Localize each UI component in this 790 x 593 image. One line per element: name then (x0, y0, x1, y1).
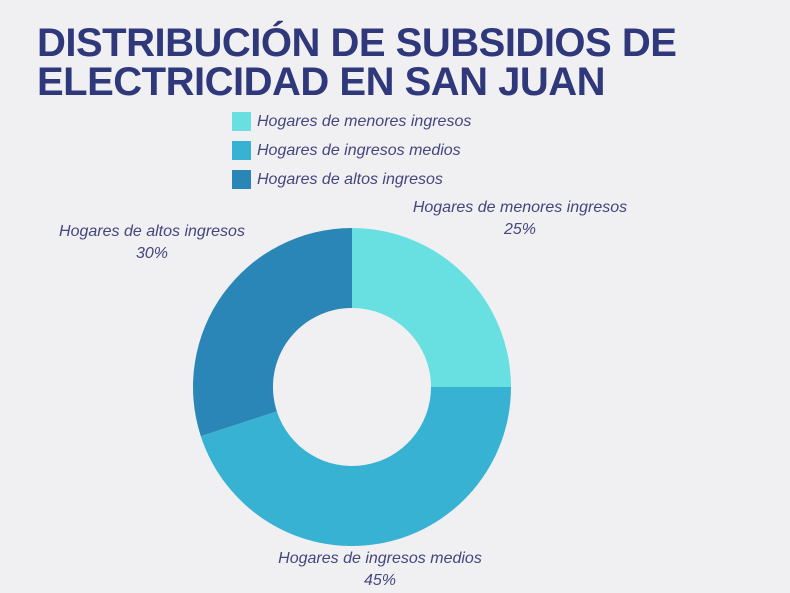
legend-label: Hogares de altos ingresos (257, 171, 443, 188)
legend-label: Hogares de ingresos medios (257, 142, 461, 159)
legend-swatch (232, 141, 251, 160)
legend-label: Hogares de menores ingresos (257, 113, 472, 130)
donut-slice-1 (200, 387, 511, 546)
legend-swatch (232, 112, 251, 131)
legend-item-menores: Hogares de menores ingresos (232, 112, 471, 131)
slice-value: 30% (135, 245, 169, 262)
slice-value: 25% (503, 221, 537, 238)
donut-slice-0 (352, 228, 511, 387)
legend-item-medios: Hogares de ingresos medios (232, 141, 471, 160)
slice-value: 45% (363, 572, 397, 589)
page-title: DISTRIBUCIÓN DE SUBSIDIOS DE ELECTRICIDA… (37, 21, 737, 104)
slice-callout-altos: Hogares de altos ingresos 30% (59, 221, 245, 265)
donut-slice-2 (193, 228, 352, 437)
slice-callout-menores: Hogares de menores ingresos 25% (413, 197, 627, 241)
page-title-line2: ELECTRICIDAD EN SAN JUAN (37, 60, 606, 104)
slice-label: Hogares de altos ingresos (59, 223, 245, 240)
slice-label: Hogares de menores ingresos (412, 199, 628, 216)
slice-label: Hogares de ingresos medios (278, 550, 482, 567)
page-title-line1: DISTRIBUCIÓN DE SUBSIDIOS DE (37, 21, 677, 65)
legend-item-altos: Hogares de altos ingresos (232, 170, 471, 189)
chart-legend: Hogares de menores ingresos Hogares de i… (232, 112, 471, 189)
slice-callout-medios: Hogares de ingresos medios 45% (278, 548, 482, 592)
donut-chart (193, 228, 511, 546)
legend-swatch (232, 170, 251, 189)
